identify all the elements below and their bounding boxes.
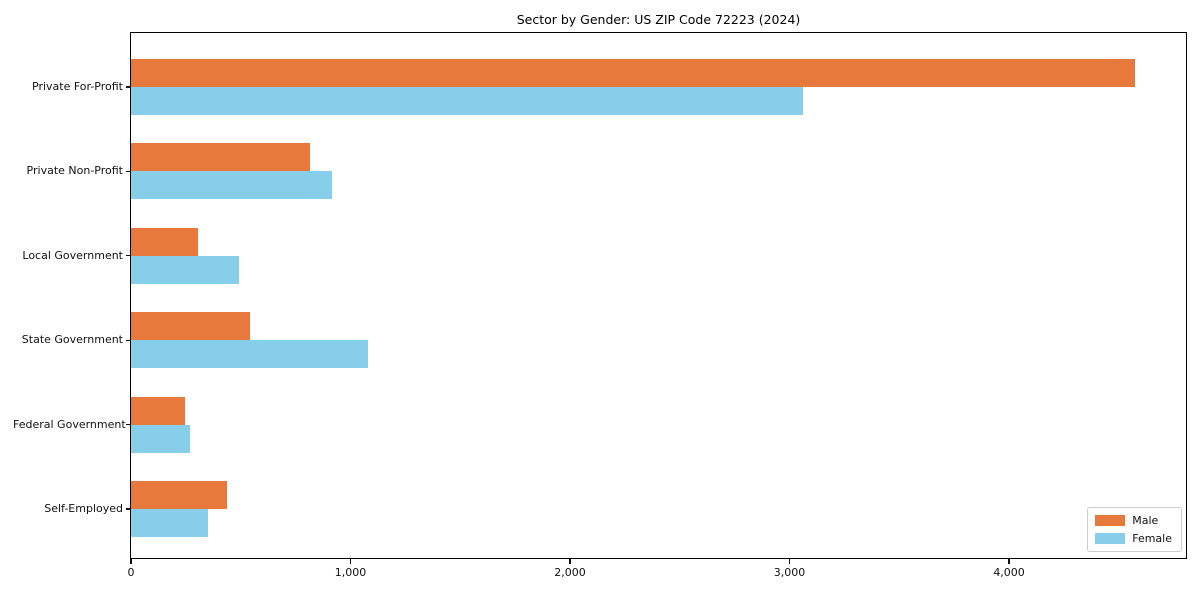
legend-label-male: Male xyxy=(1132,514,1159,527)
bar-male-0 xyxy=(131,59,1136,87)
ytick-label-5: Self-Employed xyxy=(44,502,123,515)
xtick-label-0: 0 xyxy=(127,566,135,579)
bar-male-5 xyxy=(131,481,227,509)
ytick-label-4: Federal Government xyxy=(13,417,126,431)
bar-male-1 xyxy=(131,143,310,172)
bar-female-1 xyxy=(131,171,332,200)
legend-label-female: Female xyxy=(1132,532,1172,545)
ytick-mark-5 xyxy=(126,508,131,510)
bar-male-3 xyxy=(131,312,250,341)
plot-area: Male Female xyxy=(131,33,1186,558)
ytick-mark-1 xyxy=(126,170,131,172)
male-color-swatch xyxy=(1095,515,1126,526)
xtick-label-1: 1,000 xyxy=(334,566,367,579)
xtick-mark-4 xyxy=(1008,559,1010,564)
legend-item-male: Male xyxy=(1095,514,1172,527)
bar-female-0 xyxy=(131,87,803,115)
legend: Male Female xyxy=(1087,507,1182,552)
legend-item-female: Female xyxy=(1095,532,1172,545)
ytick-mark-0 xyxy=(126,86,131,88)
xtick-mark-1 xyxy=(349,559,352,564)
bar-male-2 xyxy=(131,227,198,256)
chart-title: Sector by Gender: US ZIP Code 72223 (202… xyxy=(516,12,801,27)
bar-female-3 xyxy=(131,340,369,369)
xtick-label-2: 2,000 xyxy=(554,566,586,579)
xtick-mark-3 xyxy=(788,559,791,564)
ytick-label-0: Private For-Profit xyxy=(32,80,123,93)
bar-female-4 xyxy=(131,424,191,453)
bar-female-5 xyxy=(131,509,208,537)
ytick-label-2: Local Government xyxy=(22,248,123,262)
ytick-mark-2 xyxy=(126,255,131,257)
xtick-label-3: 3,000 xyxy=(773,566,806,579)
female-color-swatch xyxy=(1095,533,1126,544)
xtick-mark-2 xyxy=(569,559,571,564)
xtick-mark-0 xyxy=(130,559,132,564)
xtick-label-4: 4,000 xyxy=(993,566,1025,579)
bar-male-4 xyxy=(131,396,185,425)
ytick-label-3: State Government xyxy=(21,333,123,347)
bar-female-2 xyxy=(131,255,239,284)
ytick-mark-4 xyxy=(126,424,131,426)
ytick-mark-3 xyxy=(126,339,131,341)
ytick-label-1: Private Non-Profit xyxy=(26,164,123,178)
